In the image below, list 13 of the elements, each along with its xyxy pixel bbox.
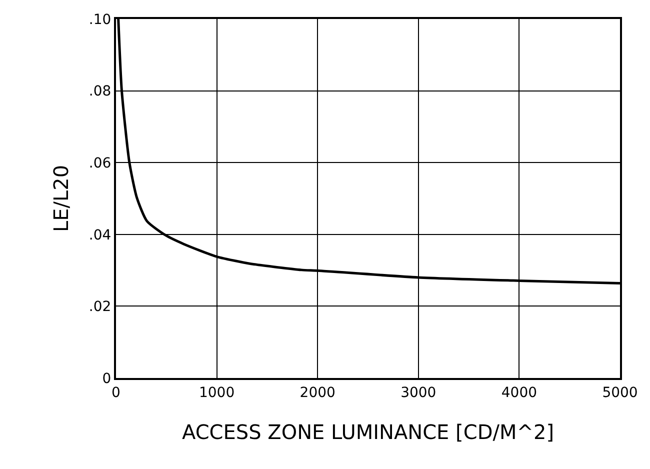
y-tick-label: .02 bbox=[88, 299, 112, 316]
x-tick-label: 1000 bbox=[198, 384, 235, 401]
x-tick-label: 4000 bbox=[501, 384, 538, 401]
y-tick-label: .08 bbox=[88, 84, 112, 100]
y-axis-title: LE/L20 bbox=[48, 164, 73, 232]
x-axis-title: ACCESS ZONE LUMINANCE [CD/M^2] bbox=[182, 420, 554, 444]
x-tick-label: 2000 bbox=[300, 384, 336, 401]
y-tick-label: 0 bbox=[102, 370, 112, 387]
y-tick-label: .10 bbox=[88, 12, 112, 28]
x-tick-label: 3000 bbox=[400, 384, 436, 401]
y-tick-label: .06 bbox=[88, 156, 112, 172]
x-tick-label: 5000 bbox=[602, 384, 638, 401]
y-tick-label: .04 bbox=[88, 227, 112, 244]
